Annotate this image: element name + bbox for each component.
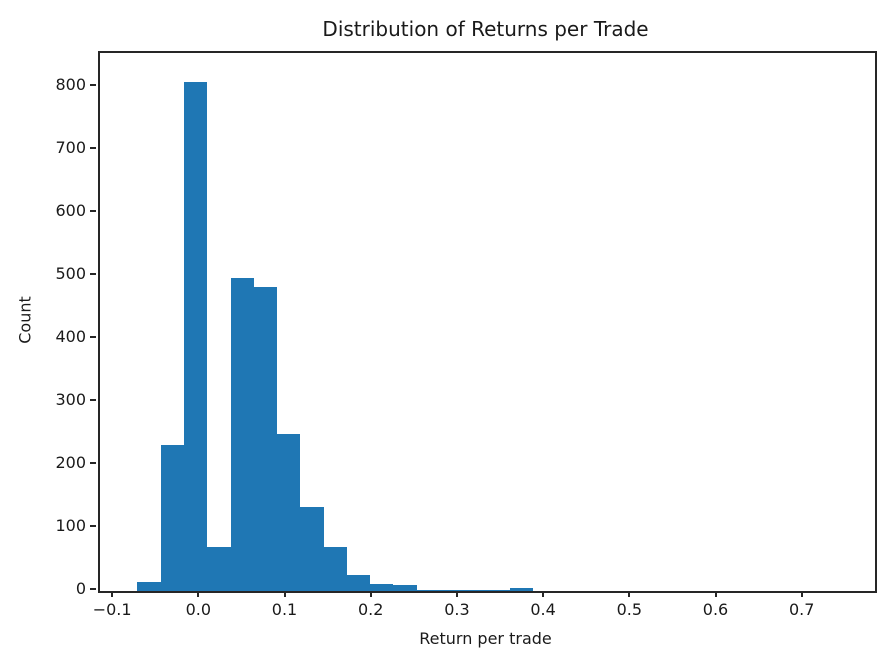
x-tick-label: 0.0 bbox=[185, 600, 212, 619]
histogram-bar bbox=[417, 590, 440, 591]
histogram-bar bbox=[347, 575, 370, 591]
x-tick-mark bbox=[369, 591, 372, 597]
x-axis-label: Return per trade bbox=[419, 629, 552, 648]
y-tick-label: 800 bbox=[55, 75, 86, 95]
y-tick-mark bbox=[90, 336, 96, 338]
y-tick-label: 600 bbox=[55, 201, 86, 220]
y-tick-mark bbox=[90, 147, 96, 150]
histogram-bar bbox=[207, 547, 231, 591]
x-tick-label: 0.4 bbox=[530, 600, 556, 619]
x-tick-mark bbox=[111, 591, 114, 597]
x-tick-mark bbox=[283, 591, 286, 597]
x-tick-label: 0.3 bbox=[444, 600, 470, 619]
y-tick-mark bbox=[90, 588, 96, 590]
y-tick-label: 300 bbox=[55, 390, 86, 409]
histogram-bar bbox=[463, 590, 487, 591]
histogram-bar bbox=[184, 82, 207, 591]
histogram-bar bbox=[161, 445, 184, 591]
x-tick-label: 0.1 bbox=[271, 600, 298, 619]
histogram-bar bbox=[324, 547, 347, 591]
y-tick-mark bbox=[90, 399, 96, 401]
y-tick-mark bbox=[90, 462, 96, 464]
x-tick-mark bbox=[455, 591, 458, 597]
y-tick-label: 500 bbox=[55, 264, 86, 283]
x-tick-label: −0.1 bbox=[92, 600, 132, 619]
axes-ticks-layer: −0.1 0.0 0.1 0.2 0.3 0.4 0.5 0.6 0.7 0 100 200 300 40… bbox=[55, 51, 873, 619]
histogram-bar bbox=[231, 278, 254, 591]
x-tick-mark bbox=[542, 591, 545, 597]
y-axis-label: Count bbox=[15, 296, 35, 344]
histogram-bar bbox=[277, 434, 300, 591]
histogram-bars-layer bbox=[100, 53, 875, 591]
x-tick-mark bbox=[628, 591, 631, 597]
histogram-bar bbox=[393, 585, 417, 591]
histogram-bar bbox=[254, 287, 277, 591]
y-tick-label: 0 bbox=[75, 579, 86, 598]
histogram-bar bbox=[370, 584, 393, 591]
x-tick-label: 0.5 bbox=[616, 600, 643, 619]
x-tick-mark bbox=[714, 591, 717, 597]
x-tick-label: 0.6 bbox=[702, 600, 729, 619]
histogram-bar bbox=[487, 590, 510, 591]
y-tick-mark bbox=[90, 525, 96, 527]
y-tick-label: 700 bbox=[55, 138, 86, 158]
y-tick-label: 400 bbox=[55, 327, 86, 346]
x-tick-label: 0.2 bbox=[357, 600, 384, 619]
histogram-bar bbox=[300, 507, 324, 591]
x-tick-mark bbox=[197, 591, 200, 597]
histogram-bar bbox=[510, 588, 533, 591]
y-tick-mark bbox=[90, 273, 96, 275]
y-tick-mark bbox=[90, 84, 96, 87]
y-tick-label: 200 bbox=[55, 453, 86, 472]
chart-title: Distribution of Returns per Trade bbox=[322, 17, 649, 41]
x-tick-mark bbox=[800, 591, 803, 597]
histogram-bar bbox=[137, 582, 161, 591]
x-tick-label: 0.7 bbox=[788, 600, 815, 619]
y-tick-mark bbox=[90, 210, 96, 212]
histogram-bar bbox=[440, 590, 463, 591]
plot-area bbox=[98, 51, 877, 593]
y-tick-label: 100 bbox=[55, 516, 86, 535]
